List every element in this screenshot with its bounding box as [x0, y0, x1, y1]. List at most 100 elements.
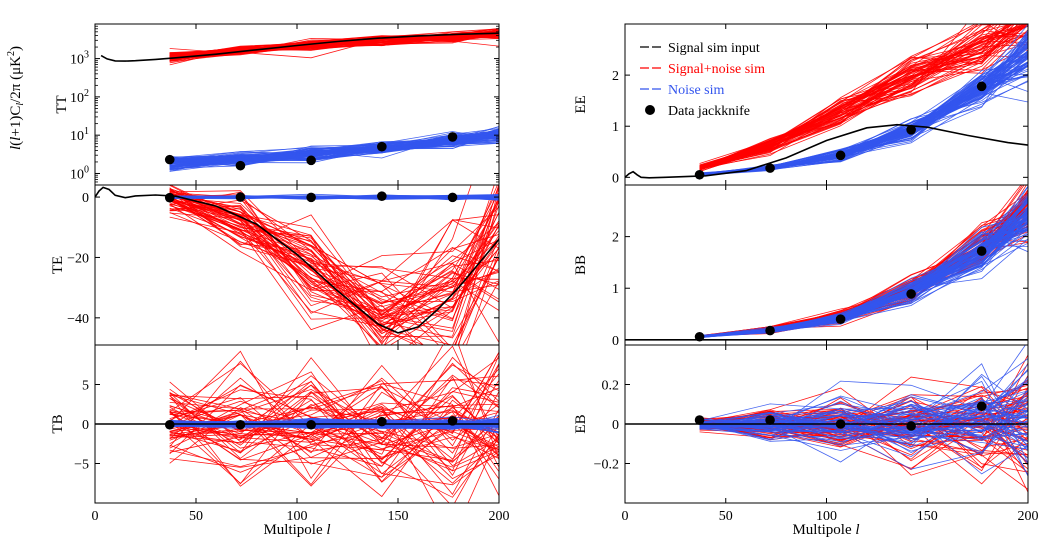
- panel-ylabel: BB: [573, 255, 589, 275]
- signal-noise-sim-line: [699, 206, 1028, 337]
- signal-noise-sim-line: [169, 185, 499, 332]
- noise-sim-line: [699, 410, 1028, 430]
- data-point: [976, 81, 987, 92]
- data-point: [164, 192, 175, 203]
- noise-sim-line: [699, 239, 1028, 337]
- y-tick-label: 1: [612, 282, 619, 297]
- data-point: [377, 416, 387, 427]
- plot-area-tt: [100, 28, 499, 172]
- signal-noise-sim-line: [169, 34, 499, 58]
- signal-noise-sim-line: [169, 194, 499, 339]
- signal-noise-sim-line: [169, 391, 499, 468]
- noise-sim-line: [699, 62, 1028, 175]
- signal-noise-sim-line: [169, 363, 499, 454]
- signal-noise-sim-line: [699, 24, 993, 171]
- noise-sim-line: [699, 198, 1028, 338]
- y-tick-label: 5: [82, 379, 89, 394]
- noise-sim-line: [699, 400, 1028, 428]
- panel-ylabel: EE: [573, 95, 589, 113]
- legend: Signal sim input Signal+noise sim Noise …: [640, 41, 765, 119]
- noise-sim-line: [169, 419, 499, 427]
- data-point: [976, 246, 987, 256]
- noise-sim-line: [699, 217, 1028, 337]
- plot-area-bb: [625, 185, 1028, 342]
- noise-sim-line: [169, 195, 499, 199]
- x-tick-label: 100: [816, 509, 837, 524]
- signal-noise-sim-line: [699, 206, 1028, 337]
- y-tick-base: 10: [70, 129, 84, 144]
- noise-sim-line: [699, 418, 1028, 459]
- data-point: [306, 155, 316, 166]
- signal-noise-sim-line: [169, 196, 499, 305]
- data-point: [694, 331, 705, 342]
- noise-sim-line: [699, 199, 1028, 338]
- y-tick-base: 10: [70, 167, 84, 182]
- signal-noise-sim-line: [169, 31, 499, 55]
- x-tick-label: 150: [917, 509, 938, 524]
- legend-label-noise: Noise sim: [668, 83, 725, 98]
- noise-sim-line: [699, 32, 1028, 175]
- legend-label-signal-input: Signal sim input: [668, 41, 760, 56]
- signal-input-curve: [100, 32, 499, 62]
- signal-noise-sim-line: [169, 407, 499, 452]
- y-tick-label: −0.2: [594, 458, 619, 473]
- signal-noise-sim-line: [699, 24, 1028, 169]
- data-point: [835, 150, 846, 161]
- noise-sim-line: [699, 227, 1028, 336]
- plot-area-eb: [625, 345, 1028, 493]
- y-tick-label: 0: [82, 418, 89, 433]
- panel-ylabel: EB: [573, 414, 589, 433]
- signal-noise-sim-line: [699, 24, 1013, 168]
- y-tick-label: 2: [612, 69, 619, 84]
- noise-sim-line: [699, 76, 1028, 176]
- y-tick-label: 0: [612, 334, 619, 349]
- signal-noise-sim-line: [169, 408, 499, 496]
- signal-noise-sim-line: [169, 33, 499, 61]
- noise-sim-line: [699, 227, 1028, 337]
- data-point: [235, 192, 246, 202]
- data-point: [694, 169, 705, 180]
- data-point: [447, 416, 458, 426]
- y-tick-exp: 3: [84, 50, 89, 61]
- plot-area-tb: [95, 345, 499, 503]
- signal-noise-sim-line: [169, 202, 499, 292]
- signal-noise-sim-line: [169, 204, 499, 289]
- noise-sim-line: [699, 400, 1028, 439]
- x-tick-label: 200: [1018, 509, 1039, 524]
- noise-sim-line: [169, 137, 499, 164]
- noise-sim-line: [699, 403, 1028, 433]
- signal-noise-sim-line: [169, 198, 499, 345]
- data-point: [694, 415, 705, 425]
- y-tick-base: 10: [70, 91, 84, 106]
- x-tick-label: 0: [92, 509, 99, 524]
- y-tick-label: 0: [82, 191, 89, 206]
- signal-noise-sim-line: [169, 185, 472, 345]
- legend-label-signal-noise: Signal+noise sim: [668, 62, 765, 77]
- noise-sim-line: [699, 419, 1028, 452]
- noise-sim-line: [169, 195, 499, 200]
- signal-noise-sim-line: [169, 40, 499, 61]
- signal-noise-sim-line: [699, 202, 1028, 338]
- y-tick-label: 102: [70, 88, 89, 106]
- y-tick-label: 0: [612, 418, 619, 433]
- legend-marker-data: [645, 105, 655, 115]
- x-tick-label: 100: [287, 509, 308, 524]
- noise-sim-line: [699, 202, 1028, 338]
- data-point: [306, 192, 316, 203]
- data-point: [835, 419, 846, 429]
- signal-noise-sim-line: [699, 199, 1028, 338]
- data-point: [306, 419, 316, 430]
- x-tick-label: 50: [189, 509, 203, 524]
- signal-noise-sim-line: [169, 199, 499, 320]
- signal-noise-sim-line: [169, 188, 499, 320]
- xlabel-right: Multipole l: [792, 522, 859, 538]
- noise-sim-line: [169, 137, 499, 158]
- signal-noise-sim-line: [169, 377, 499, 441]
- x-tick-label: 150: [388, 509, 409, 524]
- panel-eb: 0 50 100 150 200 −0.2 0 0.2 EB: [573, 344, 1039, 524]
- data-point: [164, 419, 175, 430]
- data-point: [835, 314, 846, 324]
- signal-input-curve: [625, 123, 1028, 179]
- data-point: [447, 192, 458, 203]
